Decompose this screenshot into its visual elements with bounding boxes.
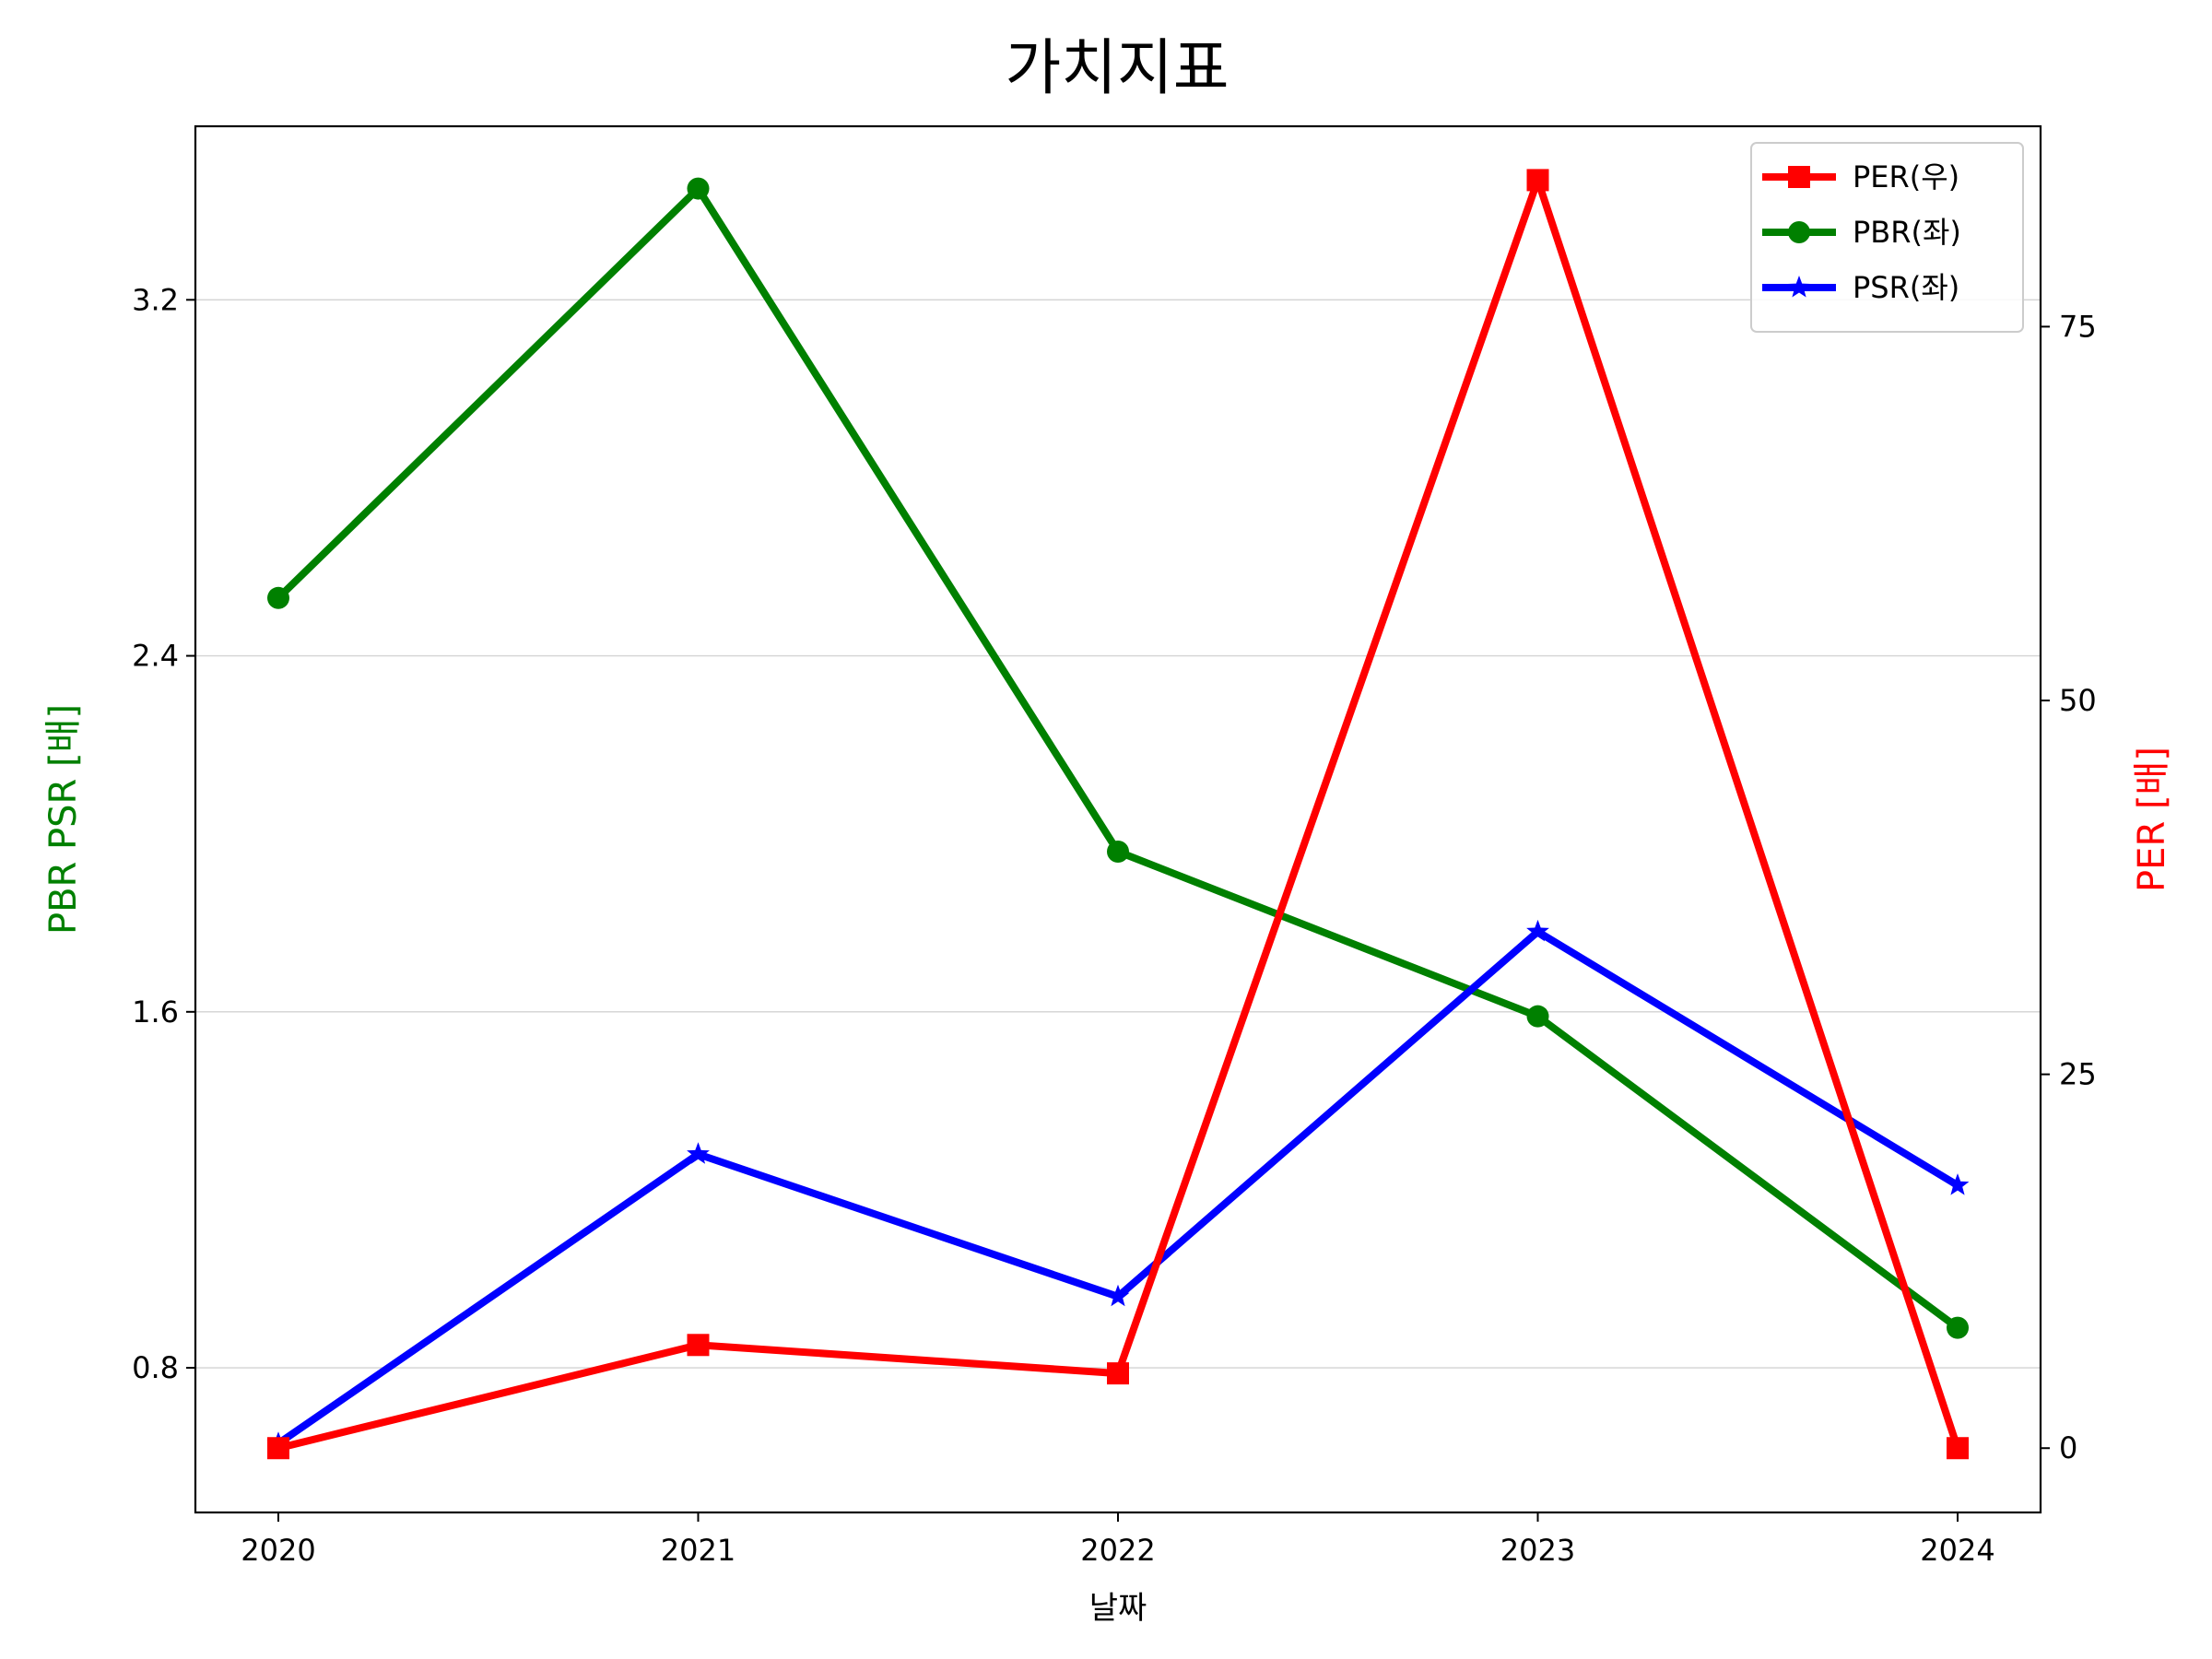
legend-label: PBR(좌) bbox=[1853, 215, 1961, 250]
grid bbox=[195, 299, 2041, 1369]
chart-title: 가치지표 bbox=[1006, 32, 1230, 103]
legend-marker bbox=[1787, 276, 1811, 298]
x-tick-label: 2020 bbox=[241, 1533, 315, 1568]
series-PER(우) bbox=[267, 169, 1969, 1460]
left-axis-label: PBR PSR [배] bbox=[42, 704, 85, 935]
legend-label: PER(우) bbox=[1853, 159, 1959, 194]
x-axis-label: 날짜 bbox=[1089, 1590, 1147, 1627]
data-point bbox=[1526, 169, 1549, 192]
legend-marker bbox=[1788, 166, 1810, 188]
left-tick-label: 2.4 bbox=[132, 639, 179, 674]
right-tick-label: 0 bbox=[2059, 1430, 2077, 1465]
right-tick-label: 25 bbox=[2059, 1057, 2097, 1092]
legend-label: PSR(좌) bbox=[1853, 270, 1959, 305]
data-point bbox=[687, 1334, 710, 1357]
right-tick-label: 75 bbox=[2059, 309, 2097, 344]
left-tick-label: 0.8 bbox=[132, 1350, 179, 1385]
data-point bbox=[1946, 1173, 1970, 1195]
data-point bbox=[267, 586, 289, 609]
data-point bbox=[1947, 1316, 1969, 1339]
series-layer bbox=[266, 169, 1970, 1460]
x-tick-label: 2024 bbox=[1920, 1533, 1994, 1568]
data-point bbox=[1526, 1005, 1549, 1028]
data-point bbox=[1526, 919, 1549, 942]
left-tick-label: 3.2 bbox=[132, 282, 179, 317]
right-tick-label: 50 bbox=[2059, 683, 2097, 718]
data-point bbox=[267, 1437, 289, 1460]
x-tick-label: 2023 bbox=[1500, 1533, 1575, 1568]
data-point bbox=[1107, 841, 1129, 864]
series-PBR(좌) bbox=[267, 177, 1969, 1339]
legend-marker bbox=[1788, 221, 1810, 243]
right-axis-label: PER [배] bbox=[2131, 747, 2173, 892]
data-point bbox=[687, 1142, 710, 1164]
legend: PER(우) PBR(좌) PSR(좌) bbox=[1750, 142, 2024, 333]
x-tick-label: 2021 bbox=[661, 1533, 735, 1568]
x-tick-label: 2022 bbox=[1080, 1533, 1155, 1568]
data-point bbox=[1106, 1284, 1130, 1307]
data-point bbox=[1107, 1362, 1129, 1385]
legend-item: PBR(좌) bbox=[1762, 215, 1961, 250]
data-point bbox=[687, 177, 710, 200]
legend-item: PSR(좌) bbox=[1762, 270, 1959, 305]
legend-item: PER(우) bbox=[1762, 159, 1959, 194]
axes: 0.8 1.6 2.4 3.2 0 25 50 75 2020 2021 2022 2023 2024 bbox=[132, 282, 2097, 1568]
data-point bbox=[1947, 1437, 1969, 1460]
left-tick-label: 1.6 bbox=[132, 994, 179, 1030]
